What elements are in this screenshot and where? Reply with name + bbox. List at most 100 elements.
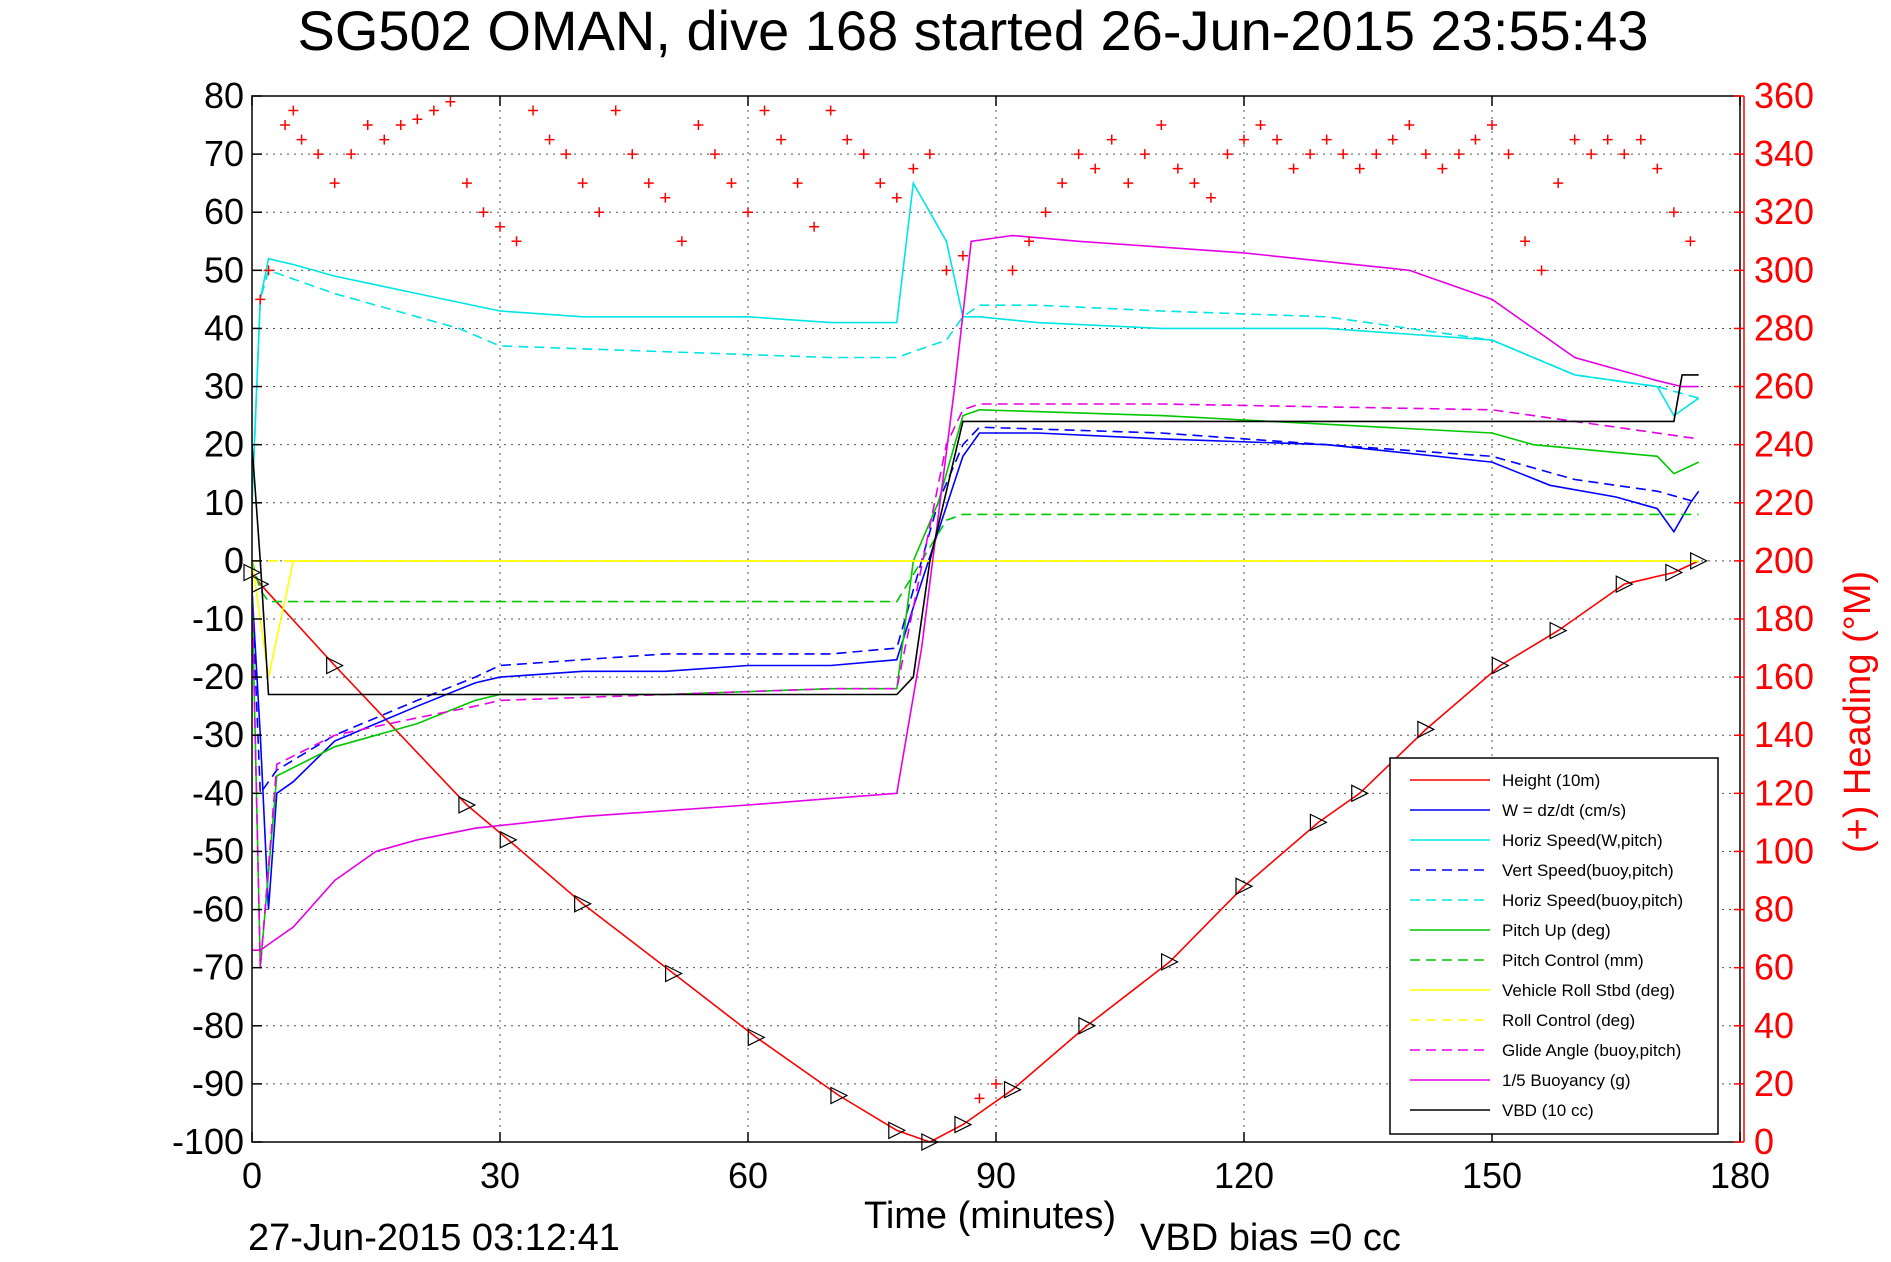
heading-point bbox=[280, 120, 291, 131]
height-marker bbox=[1549, 621, 1568, 640]
height-marker bbox=[574, 894, 593, 913]
heading-point bbox=[255, 294, 266, 305]
y2-tick-label: 280 bbox=[1754, 307, 1814, 348]
heading-point bbox=[1602, 134, 1613, 145]
x-tick-label: 180 bbox=[1710, 1155, 1770, 1196]
heading-point bbox=[1685, 236, 1696, 247]
heading-point bbox=[1156, 120, 1167, 131]
series-line-glide-angle-buoy-pitch bbox=[252, 403, 1699, 968]
height-marker bbox=[1615, 575, 1634, 594]
y2-tick-label: 320 bbox=[1754, 191, 1814, 232]
heading-point bbox=[1106, 134, 1117, 145]
y2-tick-label: 140 bbox=[1754, 714, 1814, 755]
heading-point bbox=[825, 105, 836, 116]
heading-point bbox=[263, 265, 274, 276]
y-tick-label: 80 bbox=[204, 75, 244, 116]
y-tick-label: -60 bbox=[192, 889, 244, 930]
heading-point bbox=[1007, 265, 1018, 276]
height-marker bbox=[830, 1086, 849, 1105]
heading-point bbox=[776, 134, 787, 145]
y2-tick-label: 20 bbox=[1754, 1063, 1794, 1104]
heading-point bbox=[1272, 134, 1283, 145]
heading-point bbox=[676, 236, 687, 247]
y2-tick-label: 40 bbox=[1754, 1005, 1794, 1046]
heading-point bbox=[428, 105, 439, 116]
heading-point bbox=[908, 163, 919, 174]
y-tick-label: -10 bbox=[192, 598, 244, 639]
heading-point bbox=[1123, 178, 1134, 189]
height-marker bbox=[1161, 952, 1179, 971]
y-tick-label: -90 bbox=[192, 1063, 244, 1104]
heading-point bbox=[1619, 149, 1630, 160]
heading-point bbox=[726, 178, 737, 189]
legend: Height (10m) W = dz/dt (cm/s) Horiz Speed(… bbox=[1389, 757, 1719, 1135]
y2-tick-label: 200 bbox=[1754, 540, 1814, 581]
chart-title: SG502 OMAN, dive 168 started 26-Jun-2015… bbox=[297, 0, 1648, 62]
heading-point bbox=[1024, 236, 1035, 247]
y-tick-label: 10 bbox=[204, 482, 244, 523]
height-marker bbox=[1491, 656, 1510, 675]
heading-point bbox=[1652, 163, 1663, 174]
series-line-pitch-control-mm bbox=[252, 513, 1699, 603]
height-marker bbox=[1078, 1016, 1097, 1035]
heading-point bbox=[1470, 134, 1481, 145]
heading-point bbox=[1437, 163, 1448, 174]
heading-point bbox=[379, 134, 390, 145]
series-layer bbox=[252, 180, 1700, 1142]
y-tick-label: 30 bbox=[204, 366, 244, 407]
heading-point bbox=[1503, 149, 1514, 160]
series-line-vbd-10-cc bbox=[252, 374, 1699, 696]
heading-point bbox=[594, 207, 605, 218]
y2-tick-label: 360 bbox=[1754, 75, 1814, 116]
legend-box bbox=[1389, 757, 1719, 1135]
heading-point bbox=[1553, 178, 1564, 189]
heading-point bbox=[346, 149, 357, 160]
y2-tick-label: 60 bbox=[1754, 947, 1794, 988]
heading-point bbox=[1569, 134, 1580, 145]
series-line-1-5-buoyancy-g bbox=[252, 234, 1699, 952]
heading-point bbox=[660, 192, 671, 203]
heading-point bbox=[991, 1078, 1001, 1089]
height-marker bbox=[458, 795, 477, 814]
footer-timestamp: 27-Jun-2015 03:12:41 bbox=[248, 1217, 620, 1259]
heading-point bbox=[1205, 192, 1216, 203]
heading-point bbox=[1305, 149, 1316, 160]
height-marker bbox=[665, 964, 683, 983]
heading-point bbox=[1387, 134, 1398, 145]
heading-point bbox=[528, 105, 539, 116]
x-tick-label: 90 bbox=[976, 1155, 1016, 1196]
y-tick-label: 60 bbox=[204, 191, 244, 232]
heading-point bbox=[1288, 163, 1299, 174]
heading-point bbox=[1040, 207, 1051, 218]
y-tick-label: -30 bbox=[192, 714, 244, 755]
legend-label: Horiz Speed(buoy,pitch) bbox=[1502, 891, 1683, 910]
heading-point bbox=[891, 192, 902, 203]
heading-point bbox=[395, 120, 406, 131]
legend-label: Pitch Up (deg) bbox=[1502, 921, 1611, 940]
heading-point bbox=[544, 134, 555, 145]
heading-point bbox=[511, 236, 522, 247]
height-marker bbox=[1351, 784, 1370, 803]
y-tick-label: -20 bbox=[192, 656, 244, 697]
heading-point bbox=[1239, 134, 1249, 145]
heading-point bbox=[842, 134, 853, 145]
y2-tick-label: 120 bbox=[1754, 772, 1814, 813]
heading-point bbox=[1420, 149, 1431, 160]
heading-point bbox=[329, 178, 340, 189]
height-marker bbox=[954, 1115, 973, 1134]
heading-point bbox=[1073, 149, 1084, 160]
heading-point bbox=[445, 96, 456, 107]
heading-point bbox=[1668, 207, 1679, 218]
legend-label: Glide Angle (buoy,pitch) bbox=[1502, 1041, 1681, 1060]
y2-axis-ticks: 0 20 40 60 80 100 120 140 160 180 200 220 240 260 280 3… bbox=[1734, 75, 1814, 1162]
heading-point bbox=[1520, 236, 1531, 247]
height-marker bbox=[1417, 720, 1436, 739]
heading-point bbox=[1139, 149, 1150, 160]
legend-label: VBD (10 cc) bbox=[1502, 1101, 1594, 1120]
y-tick-label: -40 bbox=[192, 772, 244, 813]
height-marker bbox=[747, 1028, 766, 1047]
heading-point bbox=[709, 149, 720, 160]
height-marker bbox=[1309, 813, 1328, 832]
heading-point bbox=[577, 178, 588, 189]
